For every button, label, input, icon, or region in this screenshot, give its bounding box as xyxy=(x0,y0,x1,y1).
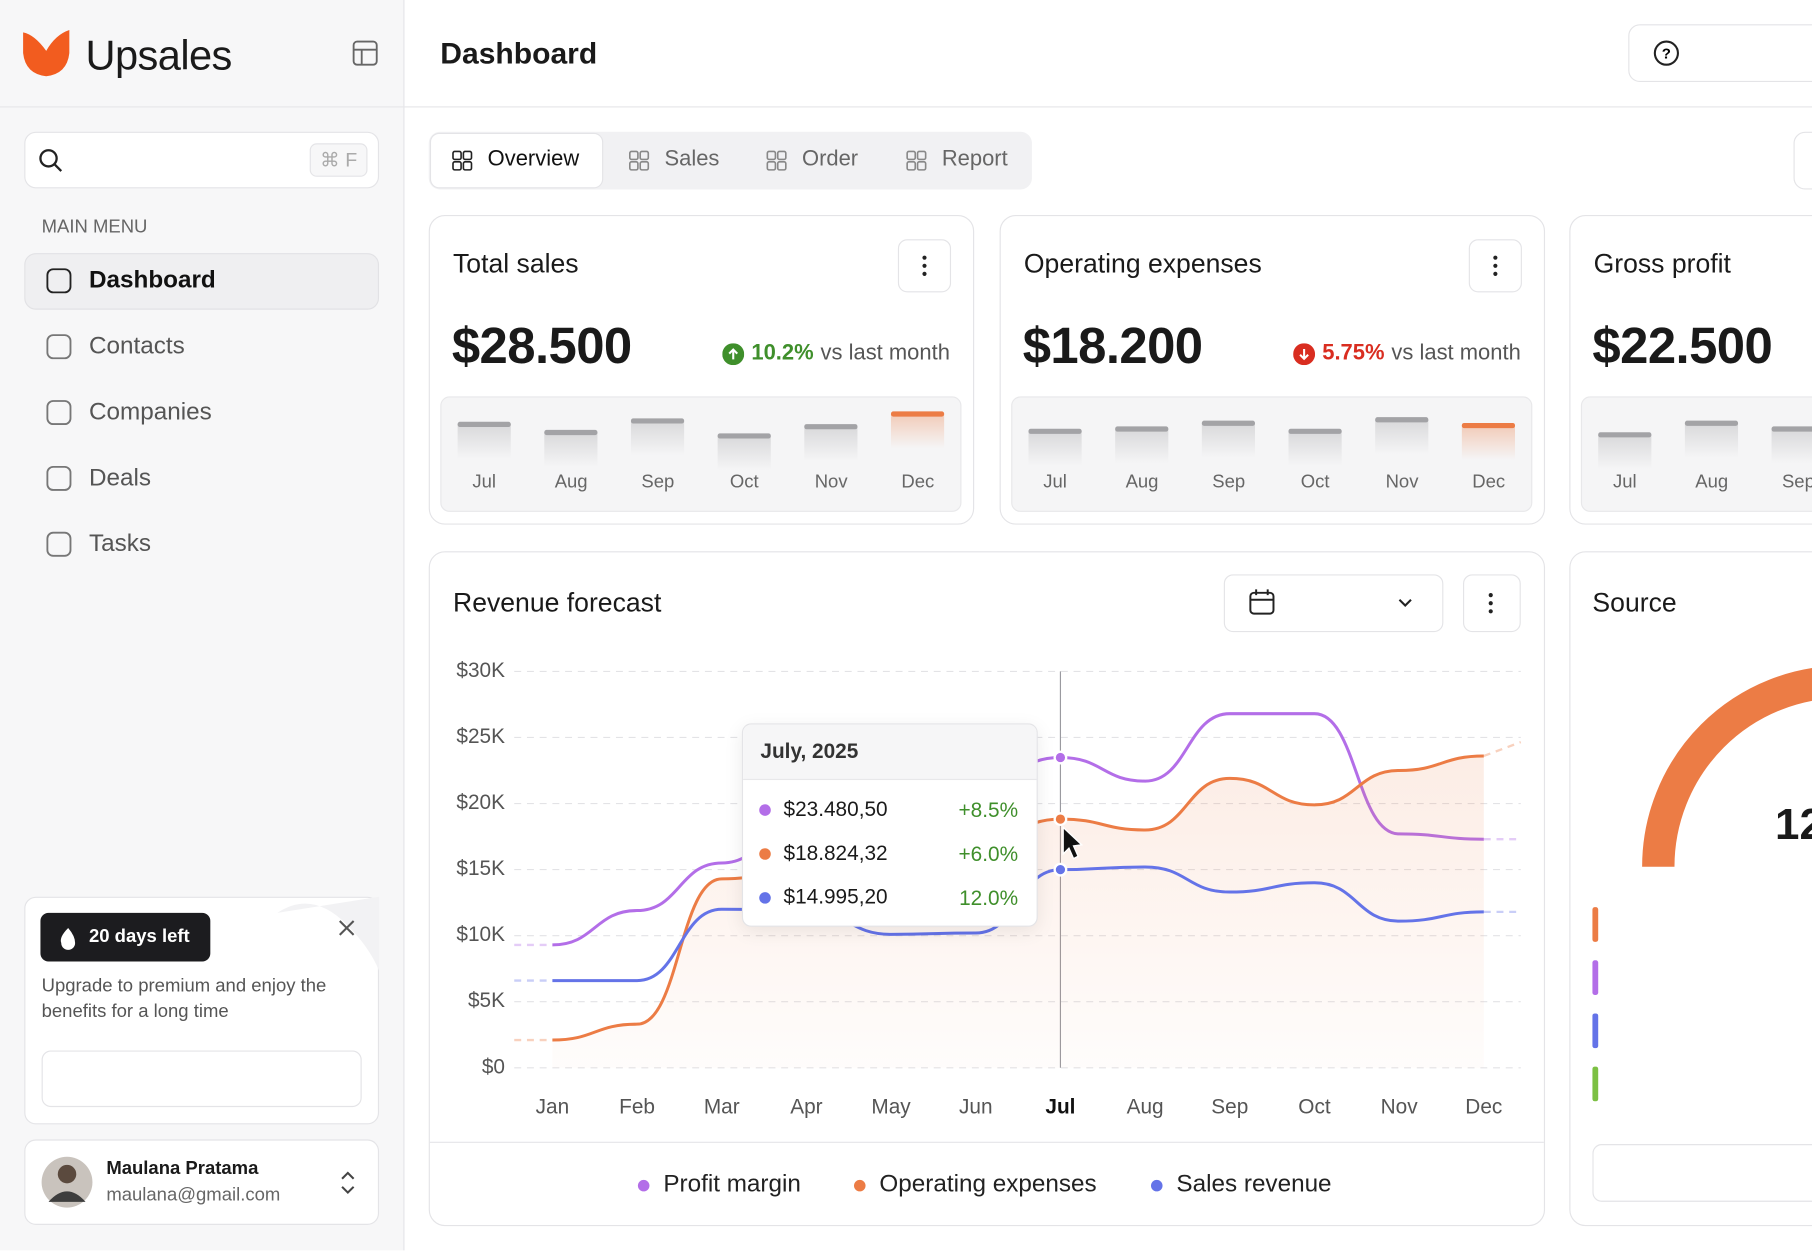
tab[interactable]: Report xyxy=(941,146,1008,171)
kpi-month-label: Aug xyxy=(554,473,588,493)
tab[interactable]: Sales xyxy=(664,146,720,171)
tab[interactable]: Order xyxy=(801,146,859,171)
tooltip-dot xyxy=(759,848,771,860)
kpi-value: $22.500 xyxy=(1592,317,1773,374)
kpi-trend-arrow xyxy=(728,347,739,359)
header-divider xyxy=(0,106,1812,108)
tooltip: July, 2025 $23.480,50 +8.5% $18.824,32 +6.0%… xyxy=(741,723,1038,927)
kpi-month-label: Aug xyxy=(1695,473,1729,493)
kpi-change-row: 5.75% vs last month xyxy=(1293,340,1521,368)
kpi-month-label: Sep xyxy=(1781,473,1812,493)
tooltip-value: $18.824,32 xyxy=(783,841,888,865)
kpi-title: Total sales xyxy=(452,248,579,279)
kpi-month-label: Jul xyxy=(1612,473,1637,493)
tooltip-value: $14.995,20 xyxy=(783,885,888,909)
kpi-month-label: Nov xyxy=(814,473,848,493)
promo-text: Upgrade to premium and enjoy the benefit… xyxy=(41,976,327,1022)
kpi-trend-arrow xyxy=(1299,348,1310,360)
kpi-month-label: Dec xyxy=(901,473,935,493)
kpi-month-label: Sep xyxy=(641,473,675,493)
kpi-title: Operating expenses xyxy=(1023,248,1262,279)
kpi-change-note: vs last month xyxy=(1391,340,1521,366)
tooltip-value: $23.480,50 xyxy=(783,797,888,821)
menu-title: MAIN MENU xyxy=(41,217,148,238)
brand-name: Upsales xyxy=(85,31,233,80)
source-total: 12 xyxy=(1775,801,1812,850)
page-title: Dashboard xyxy=(440,36,598,71)
tooltip-dot xyxy=(759,804,771,816)
promo-button[interactable] xyxy=(41,1050,362,1108)
kpi-change-note: vs last month xyxy=(820,340,950,366)
toolbar-button[interactable] xyxy=(1793,131,1812,190)
kpi-mini-chart xyxy=(440,396,962,512)
user-name: Maulana Pratama xyxy=(106,1159,259,1180)
kpi-change: 5.75% xyxy=(1322,340,1385,366)
kpi-month-label: Aug xyxy=(1125,473,1159,493)
kpi-value: $28.500 xyxy=(451,317,632,374)
legend-divider xyxy=(429,1141,1544,1143)
tooltip-dot xyxy=(759,892,771,904)
kpi-menu-button[interactable] xyxy=(1468,239,1522,293)
legend-dot[interactable] xyxy=(1150,1179,1163,1192)
source-button[interactable] xyxy=(1592,1144,1812,1202)
legend-label[interactable]: Profit margin xyxy=(663,1171,801,1198)
kpi-month-label: Jul xyxy=(1043,473,1067,493)
kpi-month-label: Sep xyxy=(1212,473,1246,493)
menu-item-active[interactable] xyxy=(24,253,380,310)
source-card xyxy=(1569,551,1812,1227)
tooltip-change: 12.0% xyxy=(959,886,1019,910)
tab[interactable]: Overview xyxy=(487,146,580,171)
kpi-month-label: Oct xyxy=(729,473,759,493)
kpi-change: 10.2% xyxy=(751,340,814,366)
tab-active[interactable] xyxy=(429,132,604,189)
kpi-month-label: Oct xyxy=(1300,473,1330,493)
shortcut-text: ⌘ F xyxy=(320,148,358,171)
legend-label[interactable]: Operating expenses xyxy=(879,1171,1097,1198)
tooltip-change: +6.0% xyxy=(958,842,1019,866)
kpi-change-row: 10.2% vs last month xyxy=(722,340,950,368)
kpi-trend-icon xyxy=(722,342,745,365)
tooltip-title: July, 2025 xyxy=(760,739,859,763)
kpi-mini-chart xyxy=(1580,396,1812,512)
user-email: maulana@gmail.com xyxy=(106,1186,281,1206)
chart-menu-button[interactable] xyxy=(1463,574,1521,633)
kpi-mini-chart xyxy=(1011,396,1533,512)
promo-badge-text: 20 days left xyxy=(88,927,190,947)
date-dropdown[interactable] xyxy=(1223,574,1444,633)
legend-dot[interactable] xyxy=(637,1179,650,1192)
kpi-title: Gross profit xyxy=(1593,248,1731,279)
menu-item[interactable]: Companies xyxy=(88,399,212,426)
menu-item[interactable]: Contacts xyxy=(88,333,185,360)
help-button[interactable] xyxy=(1628,24,1812,83)
kpi-value: $18.200 xyxy=(1022,317,1203,374)
kpi-menu-button[interactable] xyxy=(897,239,952,293)
menu-item[interactable]: Tasks xyxy=(88,530,152,558)
menu-item[interactable]: Dashboard xyxy=(88,267,216,294)
source-title: Source xyxy=(1592,587,1677,618)
kpi-month-label: Dec xyxy=(1472,473,1506,493)
kpi-month-label: Nov xyxy=(1385,473,1419,493)
user-card[interactable] xyxy=(24,1139,380,1225)
menu-item[interactable]: Deals xyxy=(88,465,152,492)
kpi-trend-icon xyxy=(1293,342,1316,365)
legend-label[interactable]: Sales revenue xyxy=(1176,1171,1332,1198)
tooltip-change: +8.5% xyxy=(958,798,1019,822)
kpi-month-label: Jul xyxy=(472,473,497,493)
shortcut-chip xyxy=(309,143,368,177)
chart-title: Revenue forecast xyxy=(452,587,662,618)
legend-dot[interactable] xyxy=(853,1179,866,1192)
